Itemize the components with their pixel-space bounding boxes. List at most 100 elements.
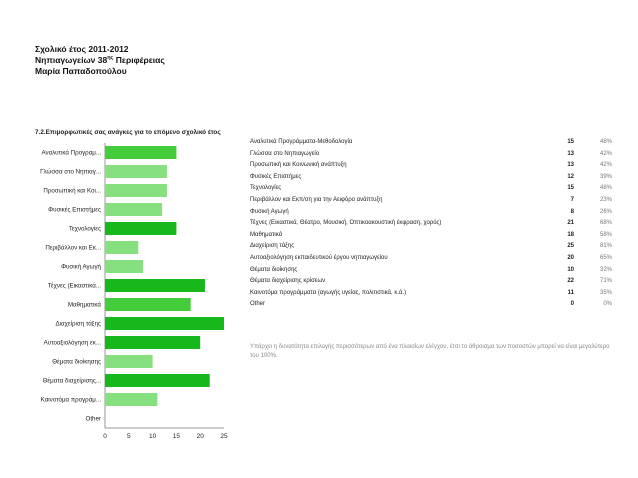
row-percent: 42% [599,162,612,169]
bar-7 [105,279,205,292]
category-label-9: Διαχείριση τάξης [56,321,101,328]
row-count: 25 [567,243,574,250]
bar-2 [105,184,167,197]
row-label: Θέματα διοίκησης [250,266,298,273]
row-count: 10 [567,266,574,273]
table-row: Φυσικές Επιστήμες 12 39% [246,172,614,184]
chart-title: 7.2.Επιμορφωτικές σας ανάγκες για το επό… [35,129,221,136]
row-label: Φυσικές Επιστήμες [250,173,302,180]
row-percent: 39% [599,173,612,180]
category-label-14: Other [86,416,101,423]
table-row: Διαχείριση τάξης 25 81% [246,241,614,253]
row-label: Περιβάλλον και Εκπ/ση για την Αειφόρο αν… [250,196,383,203]
row-percent: 48% [599,139,612,145]
table-row: Τέχνες (Εικαστικά, Θέατρο, Μουσική, Οπτι… [246,218,614,230]
x-tick-label-2: 10 [149,433,157,440]
row-percent: 0% [603,301,612,308]
author-name: Μαρία Παπαδοπούλου [35,66,127,76]
table-row: Μαθηματικά 18 58% [246,230,614,242]
region-line: Νηπιαγωγείων 38ης Περιφέρειας [35,55,165,65]
category-label-7: Τέχνες (Εικαστικά... [48,283,101,290]
row-percent: 68% [599,220,612,227]
table-row: Αυτοαξιολόγηση εκπαιδευτικού έργου νηπια… [246,253,614,265]
row-percent: 58% [599,231,612,238]
bar-8 [105,298,191,311]
row-label: Θέματα διαχείρισης κρίσεων [250,278,326,285]
bar-6 [105,260,144,273]
table-row: Θέματα διαχείρισης κρίσεων 22 71% [246,276,614,288]
table-row: Αναλυτικά Προγράμματα-Μεθοδολογία 15 48% [246,137,614,149]
bar-1 [105,165,167,178]
row-percent: 71% [599,278,612,285]
table-row: Καινοτόμα προγράμματα (αγωγής υγείας, πο… [246,288,614,300]
table-row: Φυσική Αγωγή 8 26% [246,207,614,219]
row-count: 13 [567,150,574,157]
bar-10 [105,336,201,349]
x-tick-label-4: 20 [197,433,205,440]
row-count: 8 [570,208,574,215]
report-header: Σχολικό έτος 2011-2012 Νηπιαγωγείων 38ης… [35,44,165,77]
row-count: 18 [567,231,574,238]
summary-table: Αναλυτικά Προγράμματα-Μεθοδολογία 15 48% Γλ… [246,137,614,311]
row-count: 15 [567,139,574,145]
row-label: Αυτοαξιολόγηση εκπαιδευτικού έργου νηπια… [250,254,388,261]
row-percent: 48% [599,185,612,192]
row-label: Διαχείριση τάξης [250,243,295,250]
category-label-0: Αναλυτικά Προγραμ... [42,150,102,157]
category-label-12: Θέματα διαχείρισης... [43,378,102,385]
row-percent: 81% [599,243,612,250]
bar-11 [105,355,153,368]
x-tick-label-1: 5 [127,433,131,440]
bar-4 [105,222,177,235]
row-count: 22 [567,278,574,285]
row-count: 12 [567,173,574,180]
table-row: Θέματα διοίκησης 10 32% [246,265,614,277]
row-percent: 32% [599,266,612,273]
category-label-2: Προσωπική και Κοι... [43,188,101,195]
table-row: Περιβάλλον και Εκπ/ση για την Αειφόρο αν… [246,195,614,207]
row-count: 11 [567,289,574,296]
row-label: Καινοτόμα προγράμματα (αγωγής υγείας, πο… [250,289,407,296]
row-label: Γλώσσα στο Νηπιαγωγείο [250,150,320,157]
row-percent: 26% [599,208,612,215]
row-count: 21 [567,220,574,227]
category-label-13: Καινοτόμα προγράμ... [41,397,102,404]
row-label: Μαθηματικά [250,231,283,238]
row-label: Αναλυτικά Προγράμματα-Μεθοδολογία [250,139,353,145]
row-count: 7 [570,196,574,203]
row-percent: 42% [599,150,612,157]
row-percent: 23% [599,196,612,203]
row-percent: 35% [599,289,612,296]
row-label: Φυσική Αγωγή [250,208,289,215]
x-tick-label-5: 25 [220,433,228,440]
row-label: Τεχνολογίες [250,185,282,192]
bar-9 [105,317,224,330]
category-label-10: Αυτοαξιολόγηση εκ... [44,340,102,347]
table-row: Γλώσσα στο Νηπιαγωγείο 13 42% [246,149,614,161]
row-label: Προσωπική και Κοινωνική ανάπτυξη [250,162,347,169]
bar-3 [105,203,163,216]
row-count: 0 [570,301,574,308]
table-row: Προσωπική και Κοινωνική ανάπτυξη 13 42% [246,160,614,172]
category-label-8: Μαθηματικά [68,302,102,309]
bar-12 [105,374,210,387]
bar-0 [105,146,177,159]
x-tick-label-3: 15 [173,433,181,440]
category-label-11: Θέματα διοίκησης [52,359,101,366]
bar-5 [105,241,139,254]
table-row: Other 0 0% [246,299,614,311]
x-tick-label-0: 0 [103,433,107,440]
row-count: 15 [567,185,574,192]
row-percent: 65% [599,254,612,261]
category-label-4: Τεχνολογίες [69,226,101,233]
row-label: Τέχνες (Εικαστικά, Θέατρο, Μουσική, Οπτι… [250,220,442,227]
category-label-5: Περιβάλλον και Εκ... [45,245,101,252]
category-label-1: Γλώσσα στο Νηπιαγ... [40,169,101,176]
bar-13 [105,393,158,406]
school-year: Σχολικό έτος 2011-2012 [35,44,129,54]
footnote: Υπάρχει η δυνατότητα επιλογής περισσότερ… [250,344,610,359]
row-label: Other [250,301,266,308]
category-label-3: Φυσικές Επιστήμες [48,207,101,214]
row-count: 13 [567,162,574,169]
